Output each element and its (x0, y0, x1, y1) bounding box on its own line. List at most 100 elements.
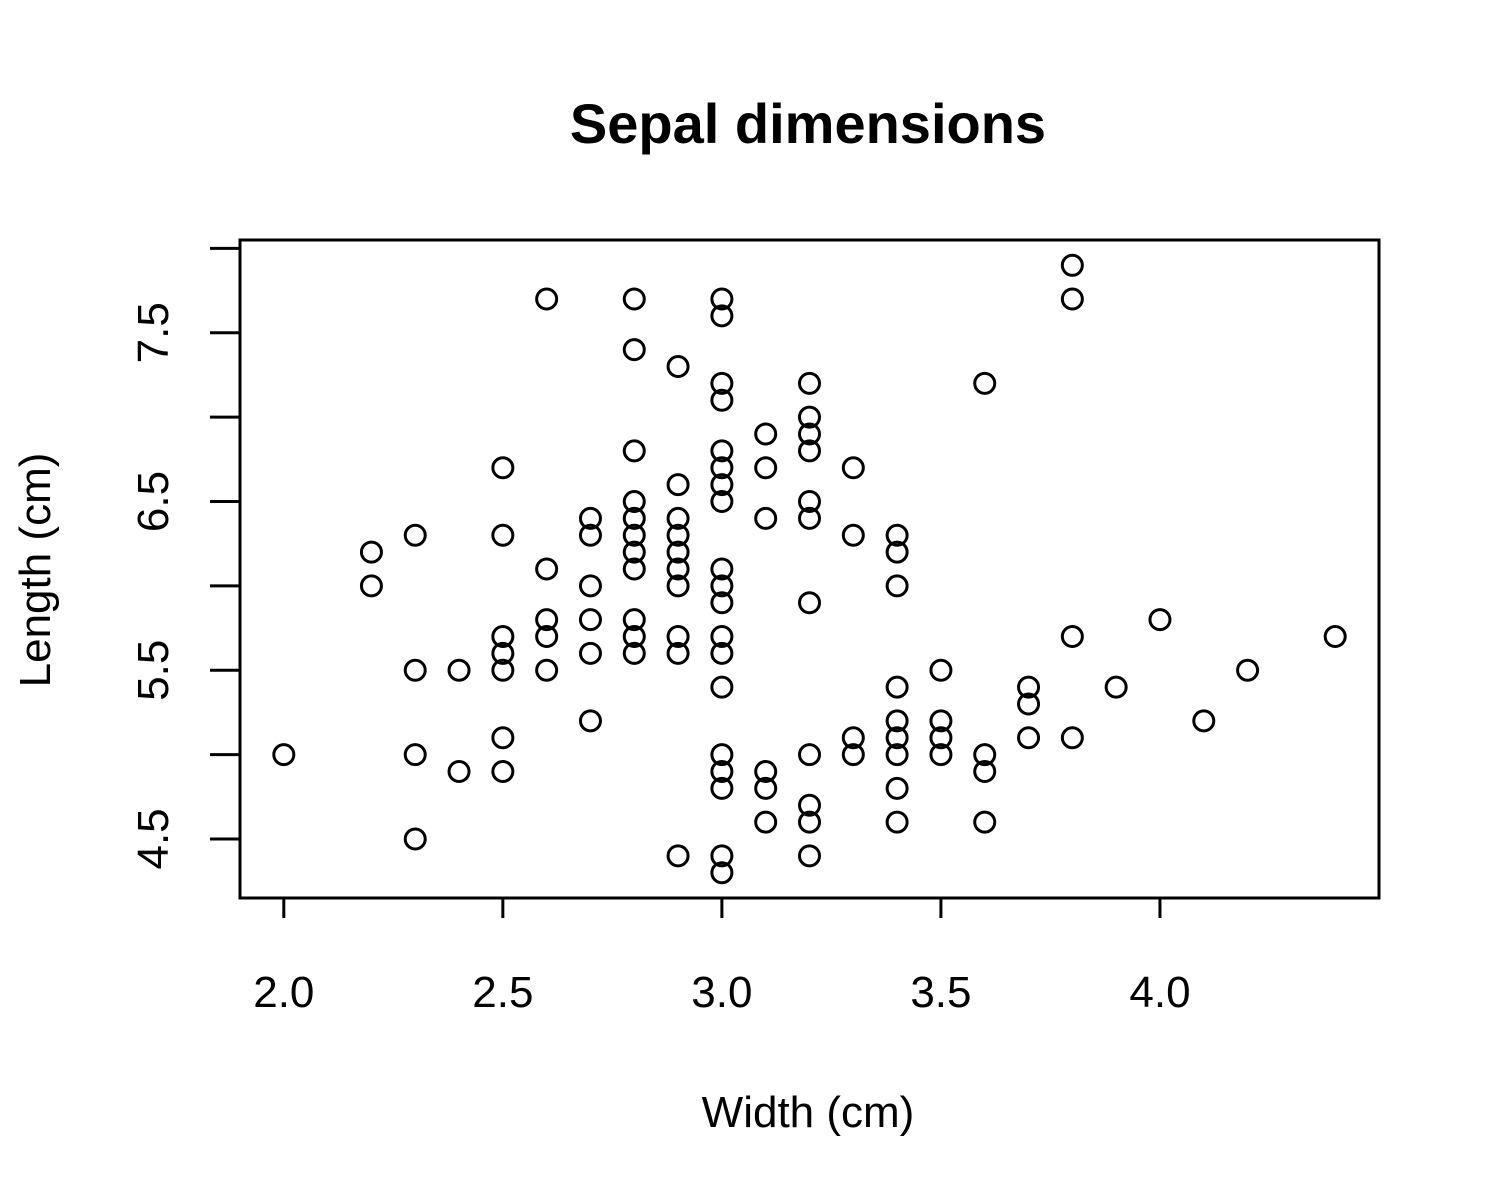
data-point (798, 844, 821, 868)
data-point (973, 810, 997, 834)
data-point (491, 726, 515, 750)
data-point (841, 456, 865, 480)
x-axis-label: Width (cm) (702, 1088, 915, 1137)
y-axis: 4.5 5.5 6.5 7.5 (129, 246, 242, 870)
data-point (1060, 253, 1084, 277)
data-point (754, 456, 778, 480)
data-point (885, 675, 909, 699)
data-point (666, 506, 690, 530)
data-point (798, 743, 821, 767)
data-point (798, 371, 821, 395)
data-point (798, 490, 821, 514)
data-point (798, 793, 821, 817)
data-point (491, 456, 515, 480)
data-point (841, 523, 865, 547)
data-point (1060, 287, 1084, 311)
data-point (535, 557, 559, 581)
y-tick-label: 7.5 (129, 302, 178, 363)
data-point (754, 776, 778, 800)
data-point (710, 861, 734, 885)
data-point (1192, 709, 1216, 733)
y-tick-label: 6.5 (129, 471, 178, 532)
data-point (491, 759, 515, 783)
data-point (710, 574, 734, 598)
data-point (578, 641, 602, 665)
data-point (1017, 726, 1041, 750)
data-point (578, 506, 602, 530)
data-point (535, 658, 559, 682)
data-point (359, 574, 383, 598)
data-point (929, 726, 953, 750)
plot-frame (238, 238, 1381, 900)
data-point (666, 355, 690, 379)
data-point (535, 624, 559, 648)
data-point (447, 759, 471, 783)
data-point (272, 743, 296, 767)
data-point (622, 624, 646, 648)
data-point (710, 624, 734, 648)
data-point (754, 422, 778, 446)
data-point (929, 743, 953, 767)
data-point (710, 641, 734, 665)
data-point (1017, 675, 1041, 699)
data-point (622, 439, 646, 463)
data-point (841, 743, 865, 767)
y-tick-label: 5.5 (129, 640, 178, 701)
data-point (1060, 726, 1084, 750)
x-tick-label: 4.0 (1129, 968, 1190, 1017)
data-point (666, 523, 690, 547)
data-point (798, 506, 821, 530)
data-point (710, 388, 734, 412)
data-point (754, 506, 778, 530)
data-point (622, 608, 646, 632)
data-point (885, 540, 909, 564)
data-point (885, 810, 909, 834)
data-point (491, 641, 515, 665)
data-point (666, 473, 690, 497)
data-point (798, 810, 821, 834)
data-point (491, 523, 515, 547)
data-point (710, 371, 734, 395)
data-point (710, 473, 734, 497)
data-point (798, 405, 821, 429)
data-point (885, 709, 909, 733)
data-point (710, 439, 734, 463)
data-point (885, 523, 909, 547)
data-point (710, 490, 734, 514)
data-point (754, 759, 778, 783)
data-point (885, 776, 909, 800)
data-point (885, 743, 909, 767)
data-point (403, 827, 427, 851)
data-point (885, 574, 909, 598)
data-point (622, 540, 646, 564)
data-point (710, 776, 734, 800)
data-point (622, 641, 646, 665)
data-point (666, 624, 690, 648)
data-point (535, 287, 559, 311)
data-point (447, 658, 471, 682)
data-point (578, 709, 602, 733)
data-point (491, 658, 515, 682)
data-point (710, 675, 734, 699)
data-point (798, 422, 821, 446)
data-point (622, 490, 646, 514)
data-point (578, 574, 602, 598)
data-point (666, 641, 690, 665)
data-point (798, 591, 821, 615)
data-point (710, 844, 734, 868)
data-point (578, 523, 602, 547)
data-point (1104, 675, 1128, 699)
data-point (578, 608, 602, 632)
data-points (272, 253, 1347, 885)
data-point (929, 709, 953, 733)
x-axis: 2.0 2.5 3.0 3.5 4.0 (253, 896, 1191, 1017)
data-point (622, 506, 646, 530)
data-point (973, 743, 997, 767)
data-point (841, 726, 865, 750)
data-point (1148, 608, 1172, 632)
data-point (710, 304, 734, 328)
data-point (1017, 692, 1041, 716)
data-point (666, 574, 690, 598)
data-point (622, 287, 646, 311)
